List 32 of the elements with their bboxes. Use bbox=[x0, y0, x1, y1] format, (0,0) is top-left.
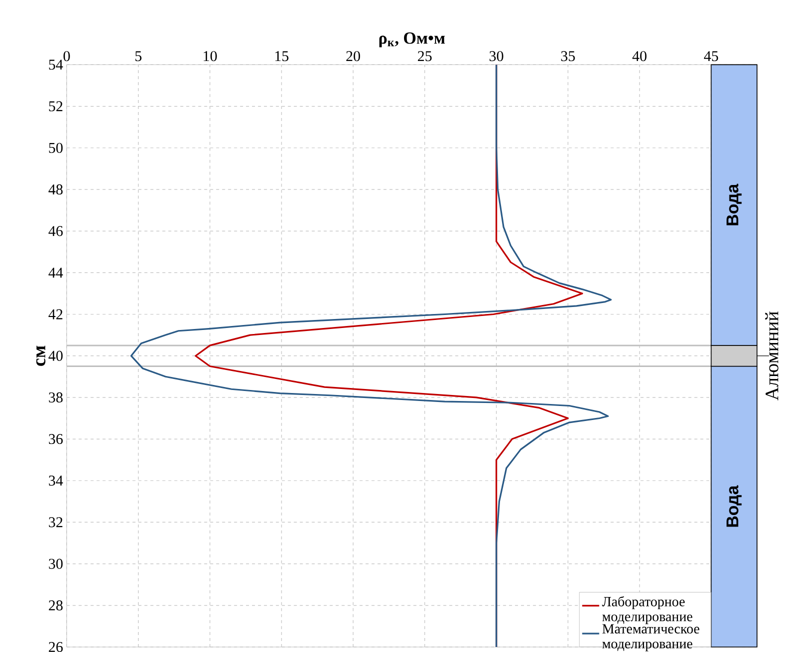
x-tick-label: 15 bbox=[275, 51, 288, 62]
y-tick-label: 30 bbox=[48, 558, 63, 569]
y-tick-label: 52 bbox=[49, 101, 62, 112]
x-tick-label: 30 bbox=[490, 51, 504, 62]
y-tick-label: 48 bbox=[48, 184, 63, 195]
x-tick-label: 5 bbox=[135, 51, 142, 62]
band-label: Вода bbox=[726, 184, 742, 226]
x-tick-label: 0 bbox=[64, 51, 70, 62]
y-tick-label: 44 bbox=[48, 268, 63, 278]
band-label: Вода bbox=[726, 485, 742, 527]
x-tick-label: 40 bbox=[632, 51, 646, 62]
y-tick-label: 36 bbox=[48, 434, 63, 444]
x-tick-label: 10 bbox=[204, 51, 217, 62]
y-tick-label: 54 bbox=[49, 60, 63, 70]
y-tick-label: 38 bbox=[48, 392, 63, 402]
y-tick-label: 42 bbox=[48, 309, 62, 320]
legend-label: Лабораторное моделирование bbox=[602, 596, 692, 624]
y-tick-label: 26 bbox=[48, 642, 63, 652]
x-axis-title: ρ$_{к}$, Ом•м bbox=[379, 32, 445, 48]
legend-label: Математическое моделирование bbox=[602, 624, 700, 652]
y-tick-label: 32 bbox=[48, 517, 62, 528]
y-tick-label: 28 bbox=[48, 600, 63, 610]
x-tick-label: 35 bbox=[561, 51, 575, 62]
y-axis-title: см bbox=[36, 346, 46, 366]
band-label: Алюминий bbox=[765, 312, 778, 400]
y-tick-label: 50 bbox=[49, 142, 63, 153]
x-tick-label: 45 bbox=[704, 51, 718, 62]
y-tick-label: 34 bbox=[48, 476, 63, 486]
x-tick-label: 25 bbox=[418, 51, 432, 62]
x-tick-label: 20 bbox=[346, 51, 360, 62]
y-tick-label: 46 bbox=[48, 226, 63, 236]
y-tick-label: 40 bbox=[48, 350, 63, 361]
